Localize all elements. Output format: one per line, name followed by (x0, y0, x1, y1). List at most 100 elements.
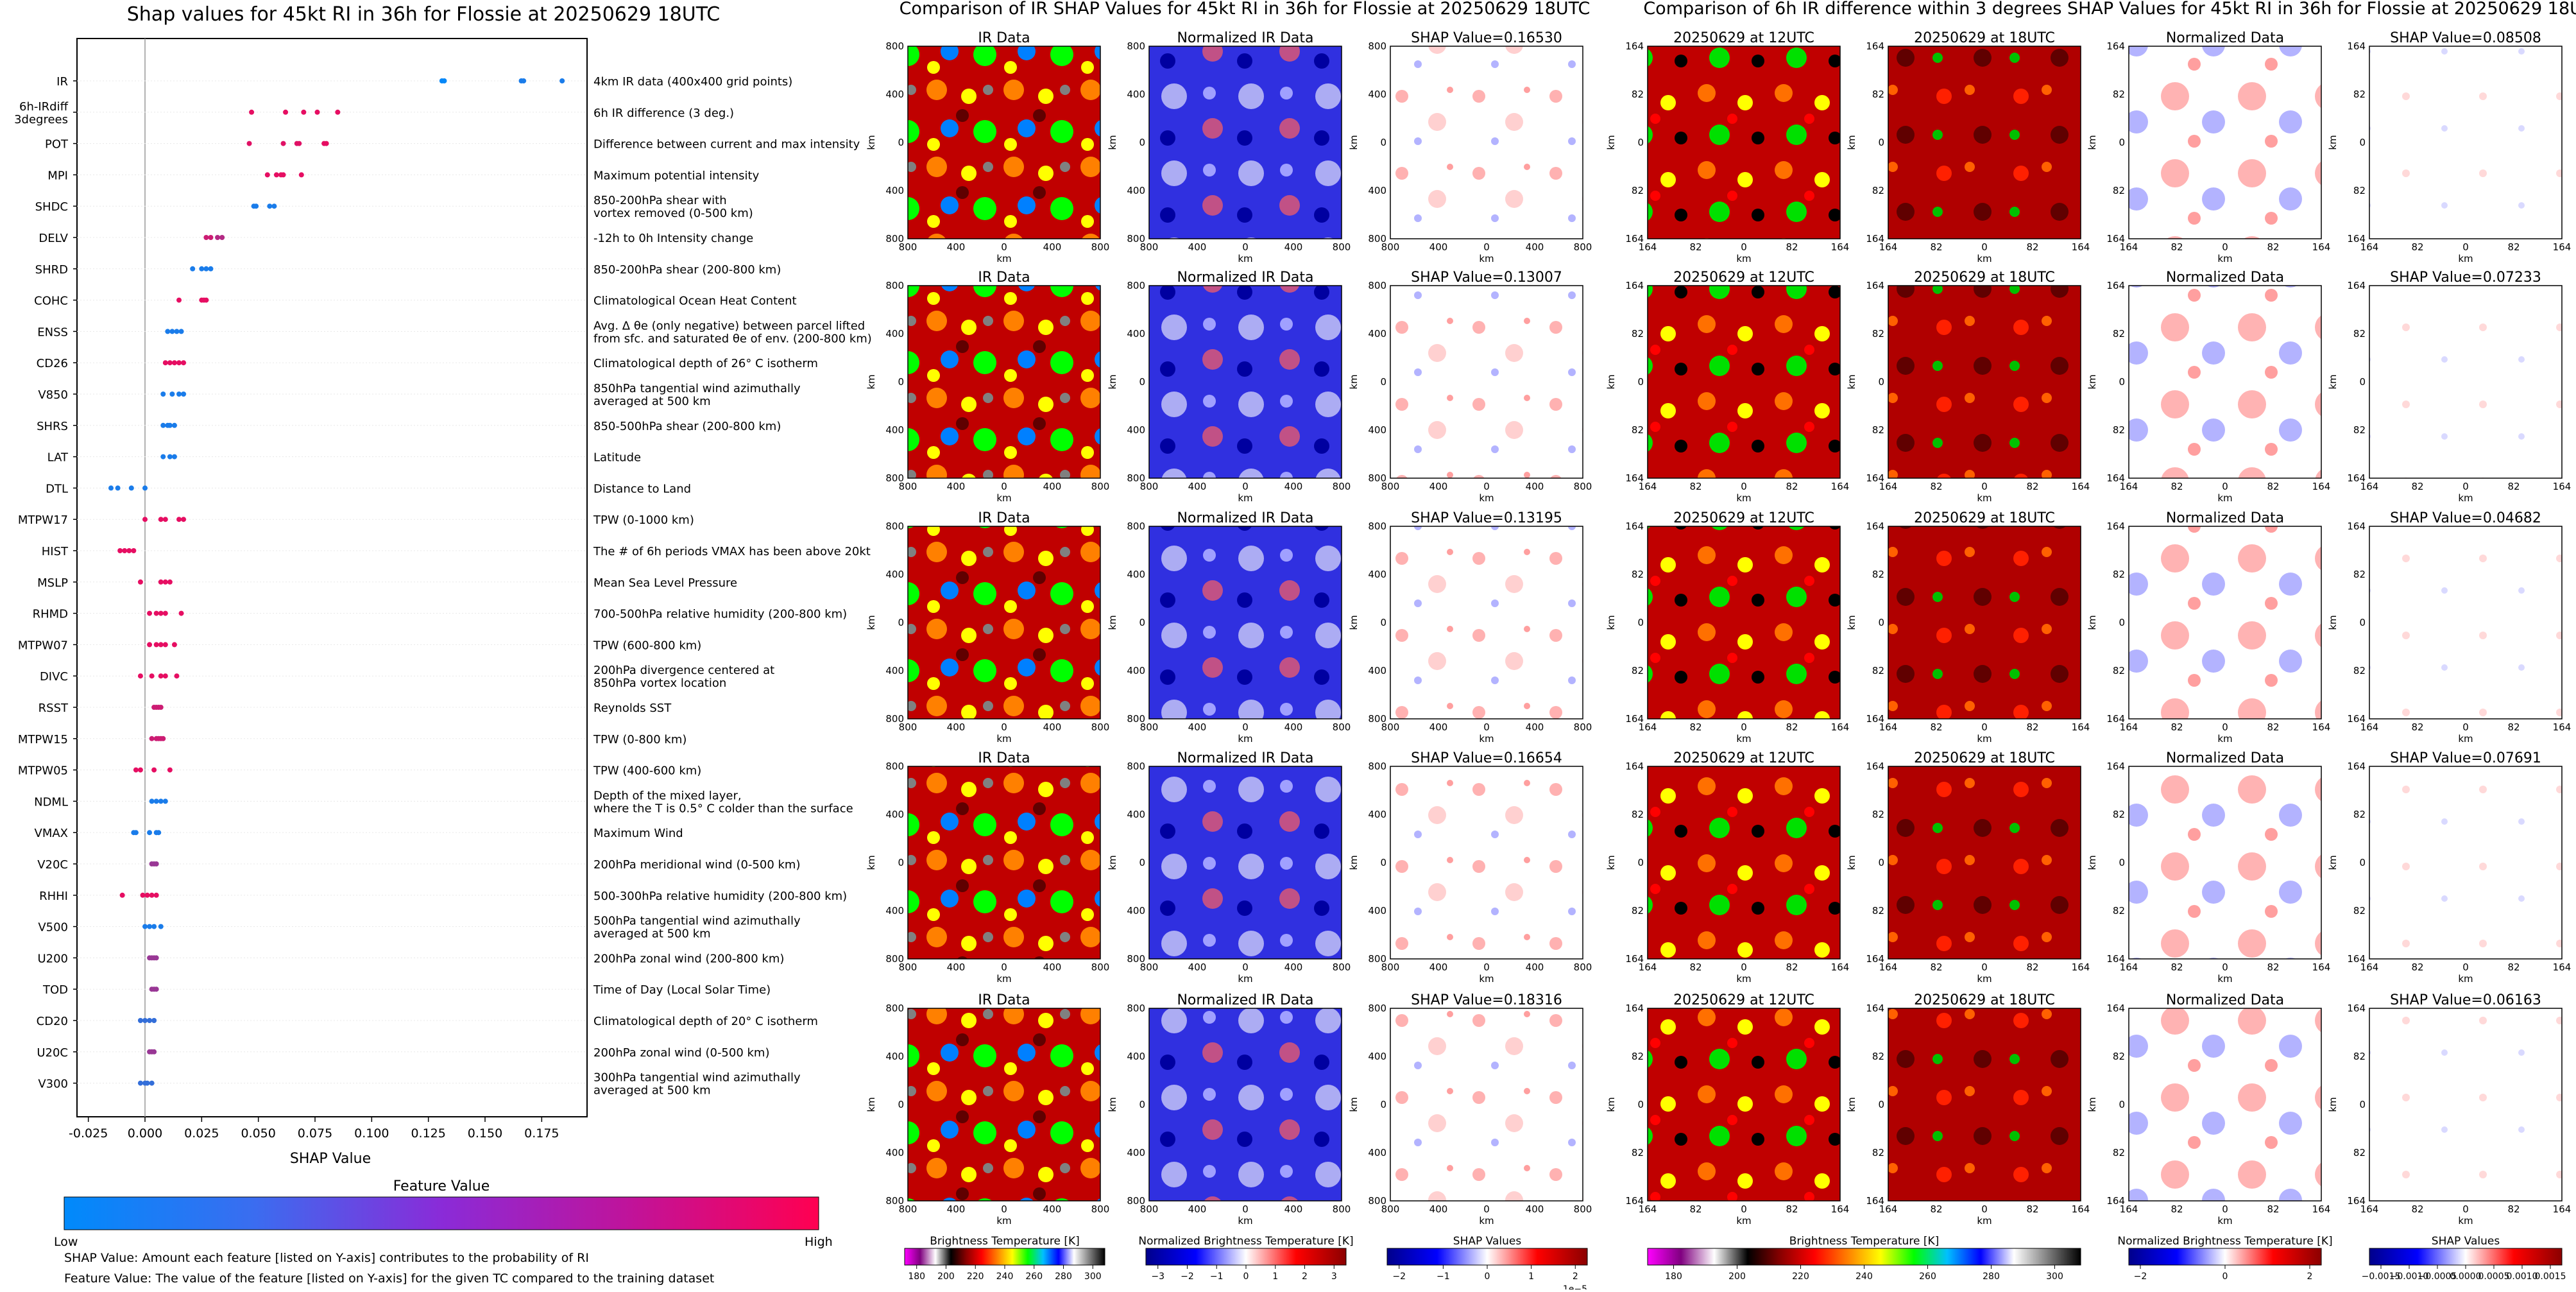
panel-x-tick: 82 (2411, 961, 2423, 973)
panel-x-label: km (1736, 973, 1751, 985)
shap-point (137, 1018, 143, 1023)
shap-point (280, 172, 286, 178)
panel-frame (2369, 766, 2563, 960)
shap-point (176, 392, 182, 397)
shap-point (162, 360, 168, 366)
panel-frame (2369, 1008, 2563, 1202)
image-panel: SHAP Value=0.046821641648282008282164164… (2327, 510, 2571, 745)
image-panel: 20250629 at 18UTC1641648282008282164164k… (1846, 270, 2090, 504)
panel-image (908, 46, 1100, 239)
panel-y-tick: 164 (1625, 40, 1644, 52)
shap-point (162, 673, 168, 679)
shap-point (171, 642, 177, 648)
panel-image (908, 286, 1100, 478)
shap-point (153, 986, 159, 992)
panel-x-tick: 82 (1786, 481, 1798, 492)
image-panel: Normalized Data1641648282008282164164kmk… (2086, 270, 2330, 504)
panel-y-tick: 164 (2106, 1195, 2125, 1207)
panel-y-tick: 82 (1872, 809, 1884, 820)
panel-x-tick: 400 (1043, 1203, 1062, 1215)
colorbar-tick-label: 0.0000 (2450, 1271, 2482, 1282)
panel-x-tick: 400 (1188, 721, 1207, 733)
shap-point (181, 392, 187, 397)
panel-x-tick: 0 (1483, 481, 1490, 492)
feature-description: Time of Day (Local Solar Time) (593, 983, 771, 997)
feature-label: ENSS (37, 325, 68, 339)
feature-description: 200hPa zonal wind (0-500 km) (593, 1046, 770, 1060)
shap-point (151, 924, 157, 929)
feature-description: 300hPa tangential wind azimuthally averag… (593, 1071, 801, 1098)
panel-title: 20250629 at 18UTC (1914, 510, 2055, 526)
feature-label: POT (45, 138, 69, 151)
panel-image (1888, 46, 2081, 239)
panel-y-tick: 82 (1872, 424, 1884, 436)
panel-x-tick: 82 (2507, 1203, 2520, 1215)
panel-x-tick: 164 (2072, 481, 2090, 492)
shap-point (301, 109, 307, 115)
panel-y-label: km (1107, 615, 1118, 630)
panel-y-tick: 82 (1632, 569, 1644, 580)
shap-point (147, 642, 153, 648)
footnote-shap: SHAP Value: Amount each feature [listed … (64, 1251, 589, 1265)
panel-x-label: km (1479, 1215, 1494, 1227)
shap-point (133, 767, 139, 773)
panel-x-tick: 164 (2120, 241, 2138, 253)
panel-y-tick: 82 (2113, 569, 2125, 580)
panel-y-label: km (1348, 135, 1360, 150)
panel-y-tick: 0 (2119, 376, 2125, 388)
image-panel: SHAP Value=0.130078008004004000040040080… (1348, 270, 1592, 504)
left-xlabel: SHAP Value (290, 1151, 371, 1167)
panel-x-tick: 0 (1741, 481, 1747, 492)
panel-y-tick: 0 (1380, 137, 1386, 148)
feature-description: 4km IR data (400x400 grid points) (593, 75, 792, 89)
panel-title: SHAP Value=0.13195 (1411, 510, 1562, 526)
panel-image (1648, 766, 1840, 959)
right-colorbars: Brightness Temperature [K] 180 200 220 240 26… (1647, 1235, 2566, 1282)
panel-image (2129, 766, 2321, 959)
panel-y-tick: 0 (1380, 617, 1386, 628)
panel-y-tick: 82 (2113, 905, 2125, 917)
panel-x-tick: 0 (1001, 1203, 1007, 1215)
panel-x-label: km (996, 253, 1011, 264)
colorbar-tick-label: 0.0015 (2535, 1271, 2566, 1282)
panel-frame (1888, 526, 2081, 719)
panel-y-tick: 400 (1368, 665, 1386, 676)
panel-y-tick: 400 (1127, 1051, 1145, 1062)
shap-point (158, 798, 164, 804)
panel-y-tick: 164 (2347, 472, 2366, 484)
panel-x-tick: 164 (1879, 961, 1898, 973)
shap-point (176, 360, 182, 366)
panel-x-label: km (2217, 492, 2232, 504)
image-panel: SHAP Value=0.166548008004004000040040080… (1348, 750, 1592, 985)
panel-x-tick: 0 (2462, 481, 2469, 492)
shap-point (122, 548, 128, 553)
panel-frame (2128, 766, 2322, 960)
panel-y-tick: 800 (1127, 521, 1145, 532)
panel-x-tick: 800 (1574, 241, 1592, 253)
panel-title: 20250629 at 18UTC (1914, 30, 2055, 46)
mid-colorbars: Brightness Temperature [K]180 200 220 240 26… (904, 1235, 1588, 1292)
panel-x-tick: 400 (1429, 1203, 1448, 1215)
shap-point (171, 360, 177, 366)
panel-title: SHAP Value=0.06163 (2390, 992, 2541, 1008)
feature-description: TPW (0-1000 km) (593, 513, 694, 527)
shap-point (162, 517, 168, 522)
image-panel: 20250629 at 18UTC1641648282008282164164k… (1846, 992, 2090, 1227)
panel-y-tick: 82 (2113, 1051, 2125, 1062)
panel-x-label: km (2458, 492, 2473, 504)
panel-image (1390, 46, 1583, 239)
panel-image (2129, 46, 2321, 239)
x-tick-label: 0.050 (241, 1126, 275, 1141)
colorbar-offset: 1e−5 (1563, 1284, 1587, 1289)
panel-image (2369, 766, 2562, 959)
colorbar-tick-label: −0.0015 (2362, 1271, 2401, 1282)
panel-y-tick: 82 (1872, 905, 1884, 917)
panel-x-tick: 164 (1879, 721, 1898, 733)
feature-label: MTPW05 (18, 764, 68, 778)
panel-frame (1647, 526, 1841, 719)
panel-y-tick: 400 (1368, 905, 1386, 917)
colorbar-tick-label: 1 (1272, 1271, 1278, 1282)
feature-description: 700-500hPa relative humidity (200-800 km… (593, 608, 847, 621)
